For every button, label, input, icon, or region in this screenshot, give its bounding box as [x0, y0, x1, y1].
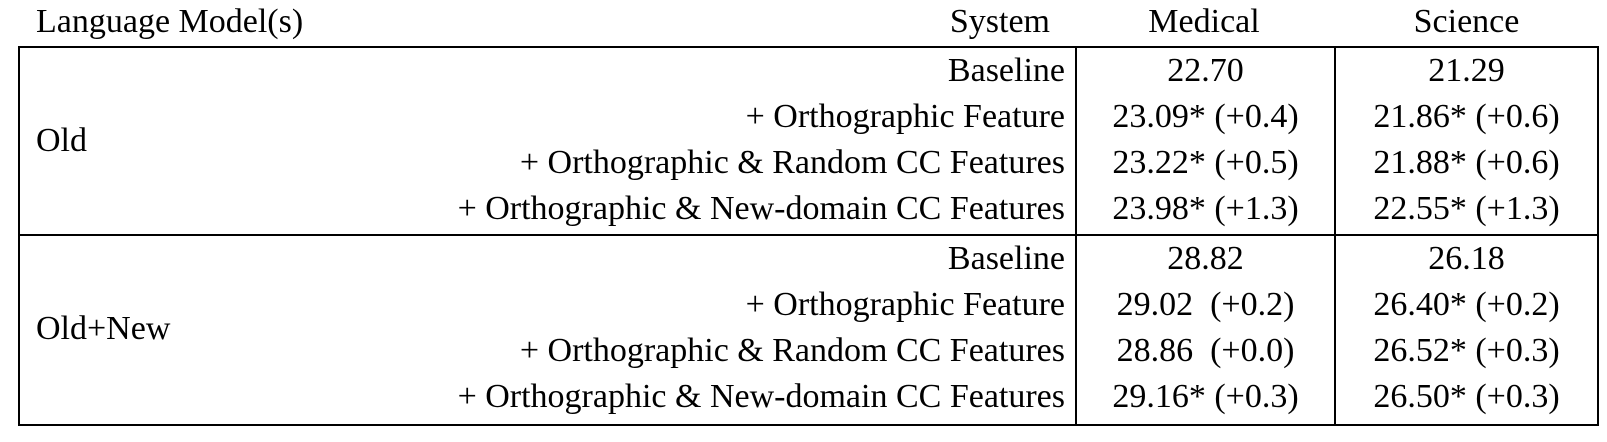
medical-cell: 28.86 (+0.0): [1116, 332, 1295, 369]
science-cell: 21.88* (+0.6): [1373, 144, 1560, 181]
table-row: Baseline 22.70 21.29: [20, 48, 1597, 94]
column-divider-medical: [1075, 48, 1077, 424]
system-cell: + Orthographic & New-domain CC Features: [457, 378, 1065, 415]
header-science: Science: [1413, 3, 1520, 40]
header-system: System: [949, 3, 1050, 40]
medical-cell: 29.16* (+0.3): [1112, 378, 1299, 415]
science-cell: 21.29: [1428, 52, 1505, 89]
system-cell: + Orthographic & Random CC Features: [519, 144, 1065, 181]
medical-cell: 28.82: [1167, 240, 1244, 277]
system-cell: + Orthographic Feature: [745, 98, 1065, 135]
table-group-old: Old Baseline 22.70 21.29 + Orthographic …: [20, 48, 1597, 234]
language-model-label: Old+New: [36, 310, 171, 347]
medical-cell: 23.22* (+0.5): [1112, 144, 1299, 181]
header-medical: Medical: [1148, 3, 1260, 40]
language-model-label: Old: [36, 122, 87, 159]
table-row: Baseline 28.82 26.18: [20, 236, 1597, 282]
medical-cell: 23.98* (+1.3): [1112, 190, 1299, 227]
column-divider-science: [1334, 48, 1336, 424]
table-group-old-new: Old+New Baseline 28.82 26.18 + Orthograp…: [20, 236, 1597, 422]
group-divider: [20, 234, 1597, 236]
table-row: + Orthographic & Random CC Features 23.2…: [20, 140, 1597, 186]
science-cell: 26.18: [1428, 240, 1505, 277]
table-header: Language Model(s) System Medical Science: [0, 0, 1607, 46]
table-row: + Orthographic & Random CC Features 28.8…: [20, 328, 1597, 374]
system-cell: + Orthographic Feature: [745, 286, 1065, 323]
header-language-models: Language Model(s): [36, 3, 304, 40]
system-cell: + Orthographic & Random CC Features: [519, 332, 1065, 369]
table-row: + Orthographic Feature 29.02 (+0.2) 26.4…: [20, 282, 1597, 328]
system-cell: Baseline: [947, 52, 1065, 89]
table-row: + Orthographic Feature 23.09* (+0.4) 21.…: [20, 94, 1597, 140]
science-cell: 26.40* (+0.2): [1373, 286, 1560, 323]
science-cell: 21.86* (+0.6): [1373, 98, 1560, 135]
table-row: + Orthographic & New-domain CC Features …: [20, 374, 1597, 420]
medical-cell: 23.09* (+0.4): [1112, 98, 1299, 135]
medical-cell: 29.02 (+0.2): [1116, 286, 1295, 323]
system-cell: + Orthographic & New-domain CC Features: [457, 190, 1065, 227]
science-cell: 22.55* (+1.3): [1373, 190, 1560, 227]
system-cell: Baseline: [947, 240, 1065, 277]
science-cell: 26.50* (+0.3): [1373, 378, 1560, 415]
medical-cell: 22.70: [1167, 52, 1244, 89]
results-table: Old Baseline 22.70 21.29 + Orthographic …: [18, 46, 1599, 426]
table-row: + Orthographic & New-domain CC Features …: [20, 186, 1597, 232]
science-cell: 26.52* (+0.3): [1373, 332, 1560, 369]
